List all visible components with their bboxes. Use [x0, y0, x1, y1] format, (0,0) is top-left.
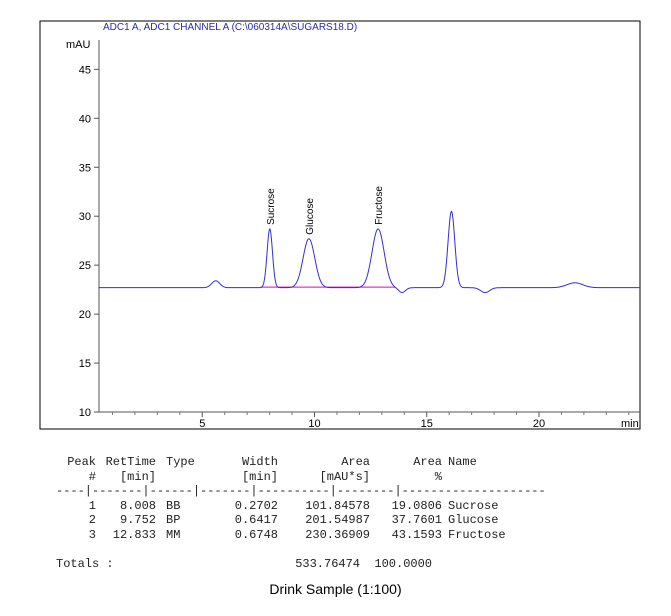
cell-type: Type: [166, 455, 195, 469]
peak-label-glucose: Glucose: [305, 198, 316, 235]
cell-rt: 9.752: [119, 513, 156, 527]
cell-type: [156, 470, 216, 485]
cell-peak: 3: [88, 527, 96, 542]
cell-area: Area: [341, 455, 370, 469]
integration-report: Peak RetTime Type Width Area Area Name # [min] [m…: [56, 455, 618, 571]
x-tick-label: 15: [421, 418, 433, 430]
report-divider: ----|-------|------|-------|----------|-…: [56, 484, 546, 498]
y-tick-label: 15: [79, 358, 91, 370]
cell-type: BP: [166, 513, 181, 527]
report-row: 2 9.752 BP 0.6417 201.54987 37.7601 Glucose: [56, 513, 618, 528]
totals-label: Totals :: [56, 556, 114, 571]
cell-area: 101.84578: [305, 498, 370, 513]
cell-rt: [min]: [119, 469, 156, 484]
peak-label-sucrose: Sucrose: [266, 188, 277, 225]
cell-peak: #: [88, 469, 96, 484]
cell-width: Width: [241, 455, 278, 469]
x-axis-label: min: [621, 418, 639, 430]
cell-name: Glucose: [448, 513, 499, 527]
cell-peak: 2: [88, 513, 96, 527]
cell-type: MM: [166, 527, 181, 542]
cell-name: Name: [448, 455, 477, 469]
totals-area: 533.76474: [295, 556, 360, 571]
cell-pct: Area: [413, 455, 442, 469]
cell-rt: 12.833: [112, 527, 156, 542]
report-header-row: # [min] [min] [mAU*s]%: [56, 470, 618, 485]
y-tick-label: 35: [79, 162, 91, 174]
peak-labels: Sucrose Glucose Fructose: [266, 186, 385, 235]
cell-width: 0.6748: [234, 527, 278, 542]
peak-label-fructose: Fructose: [374, 186, 385, 225]
cell-name: [442, 470, 618, 485]
cell-area: [mAU*s]: [319, 469, 370, 484]
y-tick-label: 20: [79, 309, 91, 321]
y-axis-label: mAU: [66, 39, 91, 51]
report-row: 3 12.833 MM 0.6748 230.36909 43.1593 Fructose: [56, 528, 618, 543]
figure-caption: Drink Sample (1:100): [269, 581, 402, 597]
cell-area: 230.36909: [305, 527, 370, 542]
cell-pct: 19.0806: [391, 498, 442, 513]
cell-area: 201.54987: [305, 513, 370, 527]
cell-width: 0.6417: [234, 513, 278, 527]
x-tick-label: 5: [199, 418, 205, 430]
report-row: 1 8.008 BB 0.2702 101.84578 19.0806 Sucrose: [56, 499, 618, 514]
plot-border: [39, 20, 641, 430]
chart-header: ADC1 A, ADC1 CHANNEL A (C:\060314A\SUGAR…: [103, 22, 357, 33]
chromatogram-chart: ADC1 A, ADC1 CHANNEL A (C:\060314A\SUGAR…: [39, 20, 641, 430]
x-tick-label: 20: [533, 418, 545, 430]
report-spacer: [56, 542, 618, 557]
totals-pct: 100.0000: [374, 556, 432, 571]
x-tick-label: 10: [308, 418, 320, 430]
cell-pct: 37.7601: [391, 513, 442, 527]
y-ticks: 10 15 20 25 30 35 40 45: [79, 64, 99, 419]
y-tick-label: 25: [79, 260, 91, 272]
cell-peak: 1: [88, 498, 96, 513]
cell-peak: Peak: [67, 455, 96, 469]
cell-rt: 8.008: [119, 498, 156, 513]
cell-type: BB: [166, 498, 181, 513]
y-tick-label: 40: [79, 113, 91, 125]
cell-rt: RetTime: [105, 455, 156, 469]
cell-pct: 43.1593: [391, 527, 442, 542]
cell-pct: %: [434, 469, 442, 484]
report-header-row: Peak RetTime Type Width Area Area Name: [56, 455, 618, 470]
y-tick-label: 30: [79, 211, 91, 223]
cell-width: [min]: [241, 469, 278, 484]
chromatogram-trace: [99, 210, 640, 294]
cell-name: Fructose: [448, 527, 506, 542]
cell-width: 0.2702: [234, 498, 278, 513]
y-tick-label: 10: [79, 407, 91, 419]
x-ticks: 5 10 15 20: [111, 412, 630, 430]
cell-name: Sucrose: [448, 498, 499, 513]
y-tick-label: 45: [79, 64, 91, 76]
report-totals-row: Totals : 533.76474 100.0000: [56, 557, 618, 572]
